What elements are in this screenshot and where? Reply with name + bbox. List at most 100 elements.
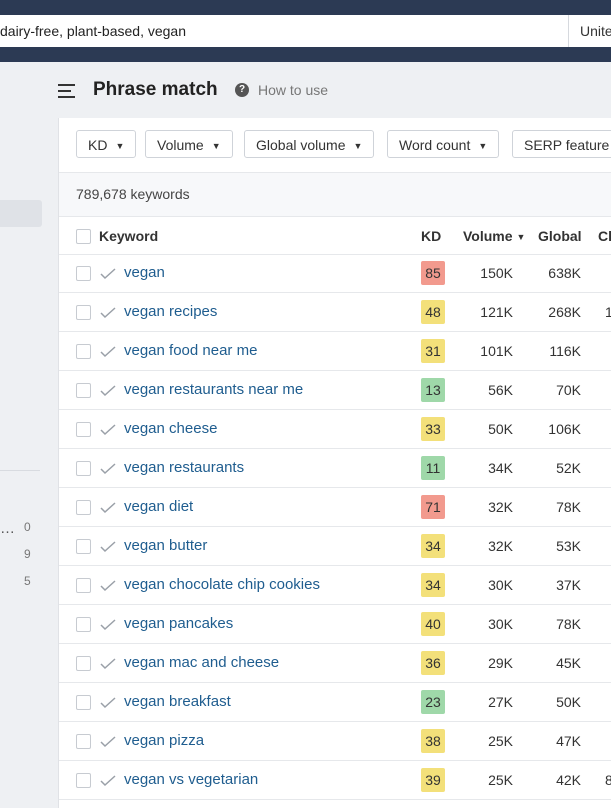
keyword-link[interactable]: vegan vs vegetarian — [124, 771, 259, 788]
keyword-link[interactable]: vegan butter — [124, 537, 208, 554]
search-query[interactable]: dairy-free, plant-based, vegan — [0, 23, 186, 39]
sort-caret: ▼ — [516, 232, 526, 242]
keyword-link[interactable]: vegan breakfast — [124, 693, 231, 710]
caret: ▼ — [115, 141, 125, 151]
check-icon — [100, 736, 116, 748]
keyword-link[interactable]: vegan chocolate chip cookies — [124, 576, 320, 593]
column-label: KD — [421, 228, 442, 244]
row-checkbox[interactable] — [76, 539, 91, 554]
row-divider — [59, 604, 611, 605]
row-divider — [59, 565, 611, 566]
check-icon — [100, 307, 116, 319]
count-bar — [59, 173, 611, 216]
sidebar-selected[interactable] — [0, 200, 42, 227]
row-checkbox[interactable] — [76, 422, 91, 437]
check-icon — [100, 424, 116, 436]
country-select[interactable]: Unite — [580, 23, 611, 39]
divider — [59, 216, 611, 217]
kd-badge: 85 — [421, 261, 445, 285]
row-checkbox[interactable] — [76, 383, 91, 398]
row-checkbox[interactable] — [76, 461, 91, 476]
kd-badge: 38 — [421, 729, 445, 753]
kd-badge: 34 — [421, 573, 445, 597]
global-volume: 42K — [556, 772, 581, 788]
global-volume: 52K — [556, 460, 581, 476]
filter-label: Volume — [157, 137, 204, 153]
global-volume: 78K — [556, 616, 581, 632]
menu-icon[interactable] — [58, 84, 76, 98]
global-volume: 268K — [548, 304, 581, 320]
sidebar — [0, 62, 58, 800]
volume: 27K — [488, 694, 513, 710]
kd-badge: 13 — [421, 378, 445, 402]
column-label: Keyword — [99, 228, 159, 244]
row-divider — [59, 292, 611, 293]
column-header: KD — [421, 228, 441, 244]
keyword-link[interactable]: vegan — [124, 264, 165, 281]
keyword-link[interactable]: vegan recipes — [124, 303, 218, 320]
global-volume: 106K — [548, 421, 581, 437]
keyword-link[interactable]: vegan mac and cheese — [124, 654, 280, 671]
search-input[interactable]: dairy-free, plant-based, vegan Unite — [0, 15, 611, 47]
volume: 30K — [488, 577, 513, 593]
row-checkbox[interactable] — [76, 305, 91, 320]
global-volume: 116K — [549, 343, 581, 359]
row-checkbox[interactable] — [76, 656, 91, 671]
row-checkbox[interactable] — [76, 344, 91, 359]
row-divider — [59, 409, 611, 410]
row-divider — [59, 682, 611, 683]
row-divider — [59, 760, 611, 761]
keyword-link[interactable]: vegan pizza — [124, 732, 205, 749]
kd-badge: 39 — [421, 768, 445, 792]
kd-badge: 11 — [421, 456, 445, 480]
help-link[interactable]: How to use — [258, 82, 329, 98]
row-checkbox[interactable] — [76, 617, 91, 632]
volume: 29K — [488, 655, 513, 671]
check-icon — [100, 541, 116, 553]
filter-button[interactable]: KD ▼ — [76, 130, 137, 158]
volume: 30K — [488, 616, 513, 632]
keyword-link[interactable]: vegan restaurants near me — [124, 381, 304, 398]
filter-button[interactable]: Global volume ▼ — [244, 130, 375, 158]
filter-button[interactable]: Word count ▼ — [387, 130, 500, 158]
row-checkbox[interactable] — [76, 266, 91, 281]
check-icon — [100, 268, 116, 280]
column-header: Cl — [598, 228, 611, 244]
global-volume: 53K — [556, 538, 581, 554]
check-icon — [100, 658, 116, 670]
filter-button[interactable]: SERP feature — [512, 130, 611, 158]
row-checkbox[interactable] — [76, 734, 91, 749]
keyword-link[interactable]: vegan food near me — [124, 342, 258, 359]
divider — [568, 15, 569, 47]
kd-badge: 36 — [421, 651, 445, 675]
row-checkbox[interactable] — [76, 773, 91, 788]
filter-label: KD — [88, 137, 108, 153]
row-divider — [59, 331, 611, 332]
row-checkbox[interactable] — [76, 578, 91, 593]
column-header[interactable]: Volume ▼ — [463, 228, 525, 244]
volume: 50K — [488, 421, 513, 437]
row-divider — [59, 370, 611, 371]
filter-button[interactable]: Volume ▼ — [145, 130, 233, 158]
divider — [59, 172, 611, 173]
keyword-link[interactable]: vegan cheese — [124, 420, 218, 437]
volume: 56K — [488, 382, 513, 398]
divider — [59, 254, 611, 255]
column-header: Keyword — [99, 228, 158, 244]
keyword-link[interactable]: vegan pancakes — [124, 615, 234, 632]
row-checkbox[interactable] — [76, 695, 91, 710]
row-divider — [59, 643, 611, 644]
select-all-checkbox[interactable] — [76, 229, 91, 244]
volume: 150K — [480, 265, 513, 281]
column-header: Global — [538, 228, 582, 244]
row-checkbox[interactable] — [76, 500, 91, 515]
kd-badge: 31 — [421, 339, 445, 363]
keyword-link[interactable]: vegan diet — [124, 498, 194, 515]
keyword-link[interactable]: vegan restaurants — [124, 459, 245, 476]
row-divider — [59, 526, 611, 527]
help-icon[interactable]: ? — [235, 83, 249, 97]
caret: ▼ — [353, 141, 363, 151]
kd-badge: 71 — [421, 495, 445, 519]
row-divider — [59, 448, 611, 449]
